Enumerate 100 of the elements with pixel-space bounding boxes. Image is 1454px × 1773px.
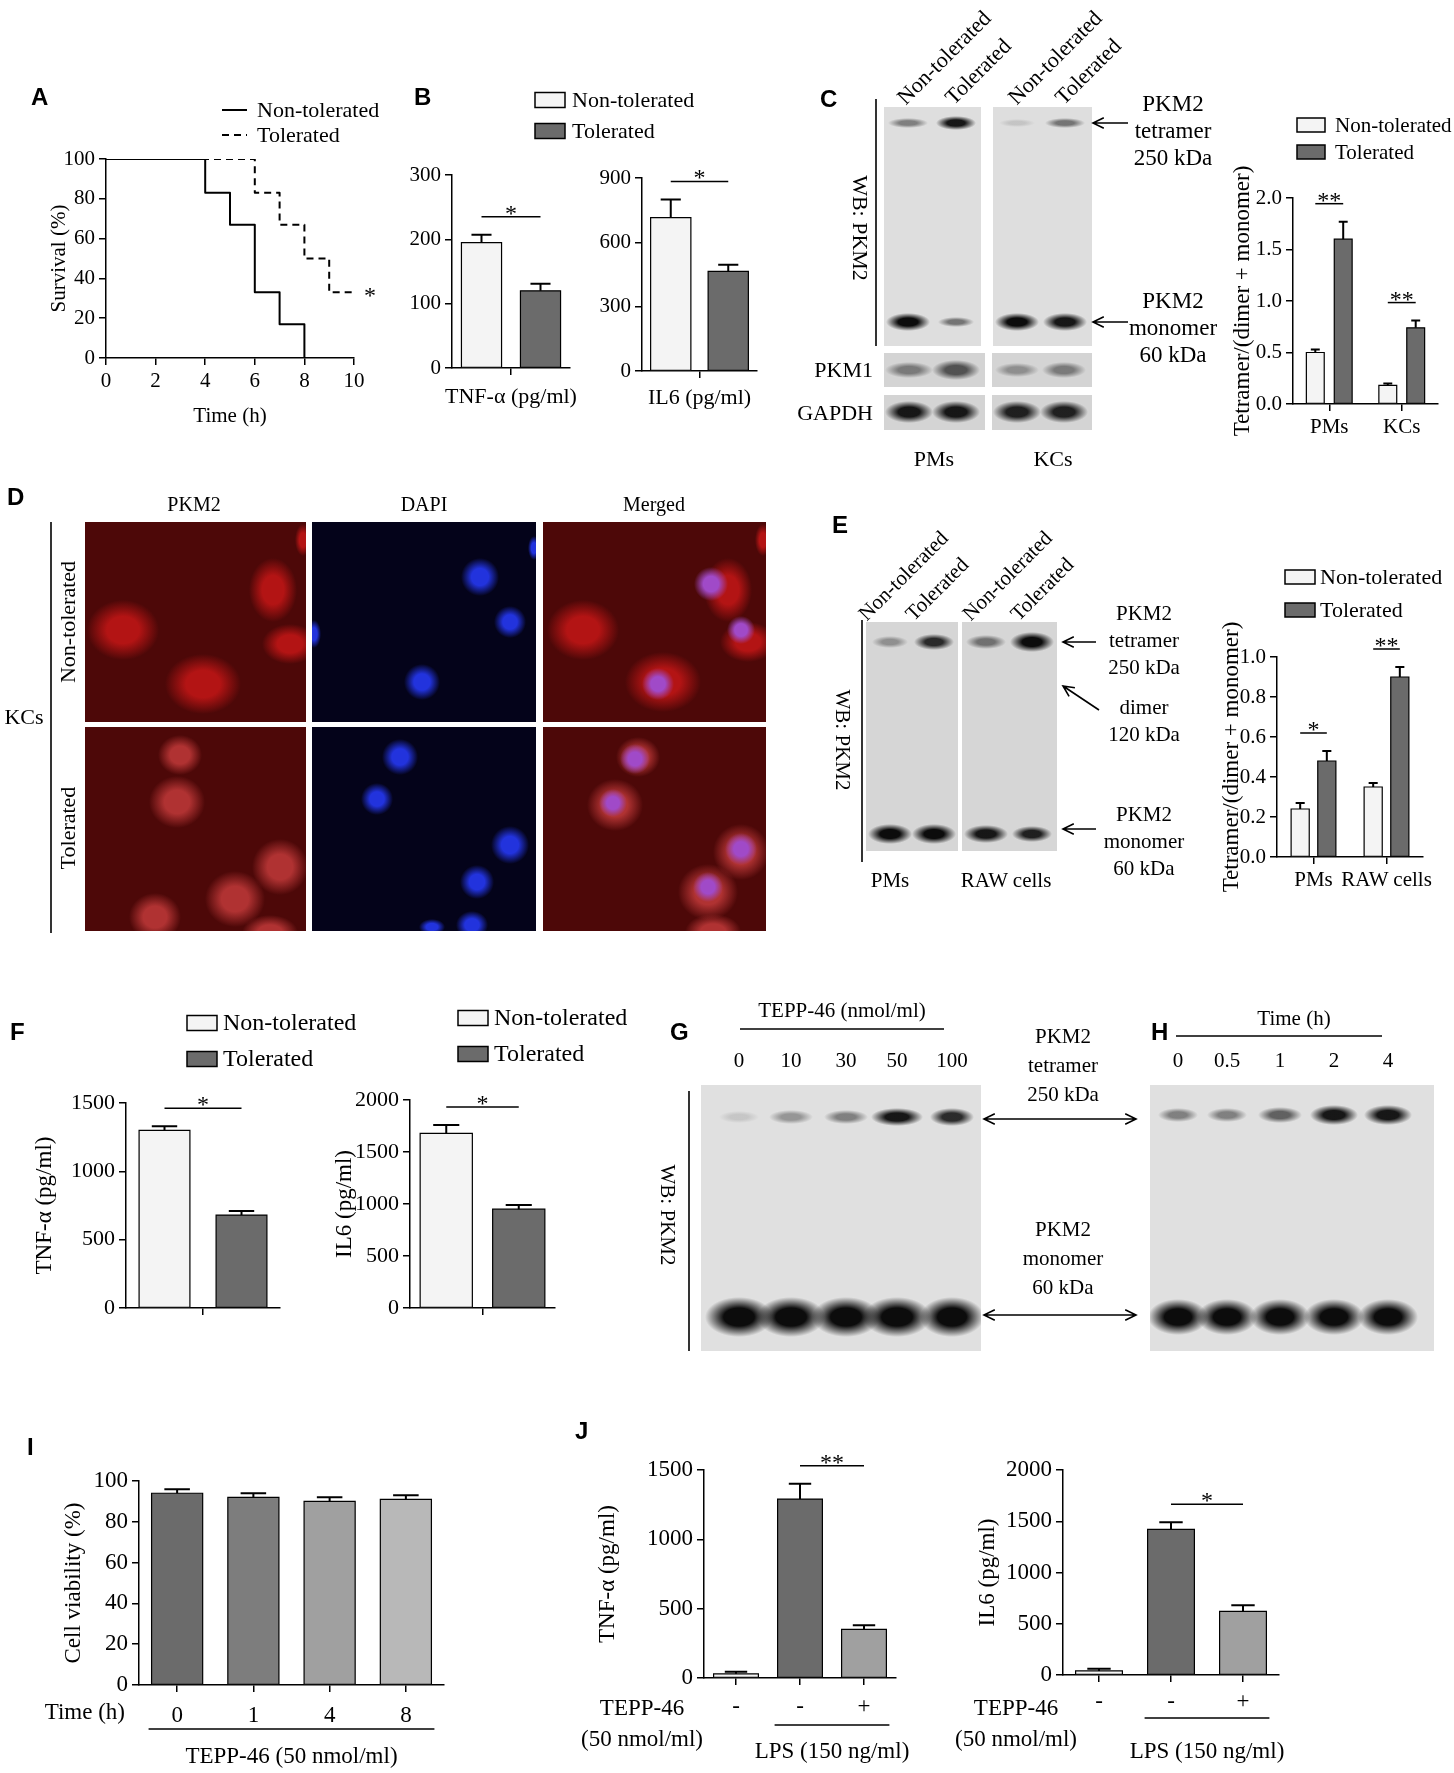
text: PKM2 tetramer 250 kDa — [1133, 89, 1213, 171]
text: Tolerated — [55, 786, 81, 870]
legend-label: Non-tolerated — [1320, 563, 1443, 589]
x-tick-label: 1 — [247, 1701, 260, 1727]
y-tick-label: 0 — [1040, 1661, 1052, 1687]
text: TEPP-46 (nmol/ml) — [758, 997, 926, 1023]
legend-label: Tolerated — [572, 117, 655, 143]
y-tick-label: 500 — [82, 1225, 115, 1251]
y-tick-label: 1000 — [71, 1157, 115, 1183]
legend-label: Tolerated — [257, 121, 340, 147]
chart-title: J — [575, 1416, 589, 1445]
x-tick-label: - — [732, 1692, 740, 1718]
y-tick-label: 80 — [105, 1507, 128, 1533]
text: LPS (150 ng/ml) — [1129, 1738, 1285, 1764]
legend-label: Non-tolerated — [257, 96, 380, 122]
y-axis-title: Cell viability (%) — [60, 1502, 86, 1664]
annotation: * — [1307, 716, 1320, 742]
y-tick-label: 0 — [681, 1664, 693, 1690]
x-tick-label: + — [1236, 1687, 1250, 1713]
text: Time (h) — [1257, 1005, 1331, 1031]
y-tick-label: 2000 — [1006, 1456, 1052, 1482]
x-tick-label: + — [857, 1692, 871, 1718]
x-tick-label: 6 — [249, 368, 261, 393]
annotation: * — [693, 164, 706, 191]
x-axis-title: Time (h) — [44, 1699, 125, 1725]
y-tick-label: 1000 — [647, 1525, 693, 1551]
x-tick-label: 4 — [199, 368, 211, 393]
text: WB: PKM2 — [654, 1164, 680, 1266]
y-tick-label: 500 — [366, 1241, 399, 1267]
text: Non-tolerated — [55, 560, 81, 684]
text: PKM2 tetramer 250 kDa — [1108, 599, 1180, 681]
annotation: ** — [1317, 186, 1342, 213]
text: PKM2 monomer 60 kDa — [1022, 1215, 1104, 1301]
chart-title: A — [31, 82, 49, 111]
chart-title: I — [27, 1432, 34, 1461]
y-tick-label: 200 — [409, 225, 441, 250]
annotation: ** — [1374, 632, 1399, 658]
text: PMs — [913, 446, 955, 472]
y-tick-label: 0.5 — [1255, 339, 1282, 364]
y-tick-label: 100 — [409, 290, 441, 315]
y-tick-label: 600 — [599, 228, 631, 253]
x-tick-label: - — [796, 1692, 804, 1718]
x-tick-label: 10 — [343, 368, 365, 393]
y-axis-title: Tetramer/(dimer + monomer) — [1229, 165, 1255, 437]
text: 0.5 — [1213, 1047, 1241, 1073]
y-tick-label: 40 — [74, 264, 95, 289]
legend-label: Tolerated — [1320, 596, 1403, 622]
text: WB: PKM2 — [829, 689, 855, 791]
y-tick-label: 1500 — [355, 1137, 399, 1163]
x-tick-label: 8 — [400, 1701, 412, 1727]
legend-label: Tolerated — [494, 1040, 585, 1067]
x-axis-title: TEPP-46 (50 nmol/ml) — [580, 1695, 704, 1752]
text: 100 — [936, 1047, 968, 1073]
y-axis-title: IL6 (pg/ml) — [331, 1150, 357, 1258]
annotation: * — [197, 1091, 209, 1118]
text: KCs — [1033, 446, 1073, 472]
annotation: * — [1201, 1487, 1213, 1514]
y-tick-label: 0 — [388, 1293, 399, 1319]
y-axis-title: TNF-α (pg/ml) — [594, 1505, 620, 1643]
text: H — [1151, 1017, 1169, 1046]
x-tick-label: - — [1167, 1687, 1175, 1713]
text: TEPP-46 (50 nmol/ml) — [185, 1743, 398, 1769]
text: WB: PKM2 — [847, 175, 873, 281]
annotation: * — [505, 199, 517, 226]
y-tick-label: 0.0 — [1255, 390, 1282, 415]
y-tick-label: 80 — [74, 185, 95, 210]
y-tick-label: 1500 — [1006, 1507, 1052, 1533]
x-axis-title: TEPP-46 (50 nmol/ml) — [954, 1695, 1078, 1752]
text: KCs — [4, 704, 44, 730]
text: LPS (150 ng/ml) — [754, 1738, 910, 1764]
text: GAPDH — [797, 400, 873, 426]
text: 2 — [1328, 1047, 1340, 1073]
y-tick-label: 60 — [105, 1548, 128, 1574]
text: Merged — [623, 492, 685, 516]
y-tick-label: 500 — [1017, 1609, 1052, 1635]
y-tick-label: 40 — [105, 1589, 128, 1615]
y-tick-label: 1000 — [355, 1189, 399, 1215]
legend-label: Non-tolerated — [1335, 112, 1453, 137]
y-tick-label: 1000 — [1006, 1558, 1052, 1584]
y-tick-label: 0 — [116, 1671, 128, 1697]
annotation: * — [364, 281, 376, 308]
y-tick-label: 20 — [74, 304, 95, 329]
text: 0 — [1172, 1047, 1184, 1073]
legend-label: Non-tolerated — [572, 86, 695, 112]
x-tick-label: 8 — [299, 368, 310, 393]
y-tick-label: 2.0 — [1255, 184, 1282, 209]
chart-title: F — [10, 1017, 25, 1046]
y-tick-label: 900 — [599, 164, 631, 189]
annotation: ** — [820, 1448, 844, 1475]
y-tick-label: 0 — [104, 1293, 115, 1319]
y-tick-label: 1.5 — [1255, 236, 1282, 261]
x-axis-title: Time (h) — [193, 402, 267, 427]
text: DAPI — [400, 492, 448, 516]
legend-label: Tolerated — [223, 1045, 314, 1072]
x-tick-label: 2 — [150, 368, 161, 393]
x-tick-label: 4 — [323, 1701, 336, 1727]
text: G — [670, 1017, 689, 1046]
x-axis-title: TNF-α (pg/ml) — [445, 382, 577, 408]
y-tick-label: 1.0 — [1239, 643, 1266, 668]
legend-label: Non-tolerated — [223, 1009, 357, 1036]
